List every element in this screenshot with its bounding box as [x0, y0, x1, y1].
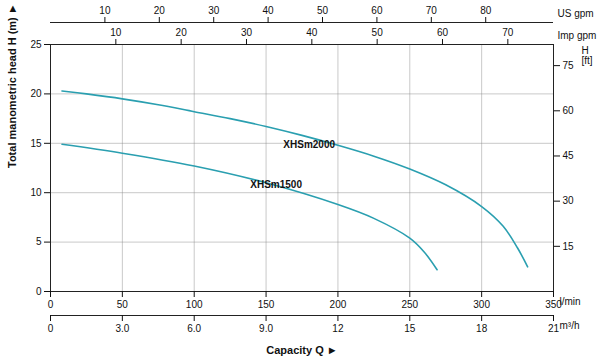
svg-text:XHSm2000: XHSm2000	[283, 139, 335, 150]
svg-text:40: 40	[306, 27, 318, 38]
svg-text:XHSm1500: XHSm1500	[250, 179, 302, 190]
svg-text:60: 60	[371, 5, 383, 16]
svg-text:9.0: 9.0	[259, 323, 273, 334]
svg-text:150: 150	[258, 299, 275, 310]
svg-text:21: 21	[548, 323, 560, 334]
svg-text:15: 15	[30, 138, 42, 149]
svg-text:Capacity Q ►: Capacity Q ►	[266, 344, 337, 356]
svg-text:50: 50	[317, 5, 329, 16]
svg-text:45: 45	[563, 150, 575, 161]
svg-text:12: 12	[332, 323, 344, 334]
svg-text:Total manometric head H (m) ►: Total manometric head H (m) ►	[6, 3, 18, 168]
svg-text:100: 100	[186, 299, 203, 310]
svg-text:50: 50	[372, 27, 384, 38]
svg-text:70: 70	[426, 5, 438, 16]
svg-text:60: 60	[563, 105, 575, 116]
svg-text:H[ft]: H[ft]	[582, 45, 593, 66]
svg-text:3.0: 3.0	[115, 323, 129, 334]
svg-text:25: 25	[30, 39, 42, 50]
svg-text:30: 30	[208, 5, 220, 16]
svg-text:0: 0	[36, 286, 42, 297]
svg-text:18: 18	[476, 323, 488, 334]
svg-text:30: 30	[241, 27, 253, 38]
svg-text:10: 10	[99, 5, 111, 16]
svg-text:m³/h: m³/h	[560, 320, 580, 331]
svg-text:80: 80	[480, 5, 492, 16]
svg-text:250: 250	[401, 299, 418, 310]
svg-text:70: 70	[502, 27, 514, 38]
svg-text:l/min: l/min	[560, 296, 581, 307]
svg-text:20: 20	[176, 27, 188, 38]
svg-text:US gpm: US gpm	[558, 8, 594, 19]
svg-text:60: 60	[437, 27, 449, 38]
svg-text:10: 10	[30, 187, 42, 198]
svg-text:30: 30	[563, 195, 575, 206]
svg-text:350: 350	[545, 298, 562, 310]
svg-text:300: 300	[473, 299, 490, 310]
svg-text:40: 40	[263, 5, 275, 16]
svg-text:10: 10	[110, 27, 122, 38]
svg-text:20: 20	[30, 88, 42, 99]
svg-text:20: 20	[154, 5, 166, 16]
svg-text:6.0: 6.0	[187, 323, 201, 334]
svg-text:5: 5	[36, 236, 42, 247]
svg-text:15: 15	[404, 323, 416, 334]
svg-text:15: 15	[563, 241, 575, 252]
svg-text:Imp gpm: Imp gpm	[558, 30, 597, 41]
svg-text:200: 200	[330, 299, 347, 310]
svg-text:0: 0	[48, 323, 54, 334]
svg-text:75: 75	[563, 60, 575, 71]
svg-text:0: 0	[48, 299, 54, 310]
svg-text:50: 50	[117, 299, 129, 310]
